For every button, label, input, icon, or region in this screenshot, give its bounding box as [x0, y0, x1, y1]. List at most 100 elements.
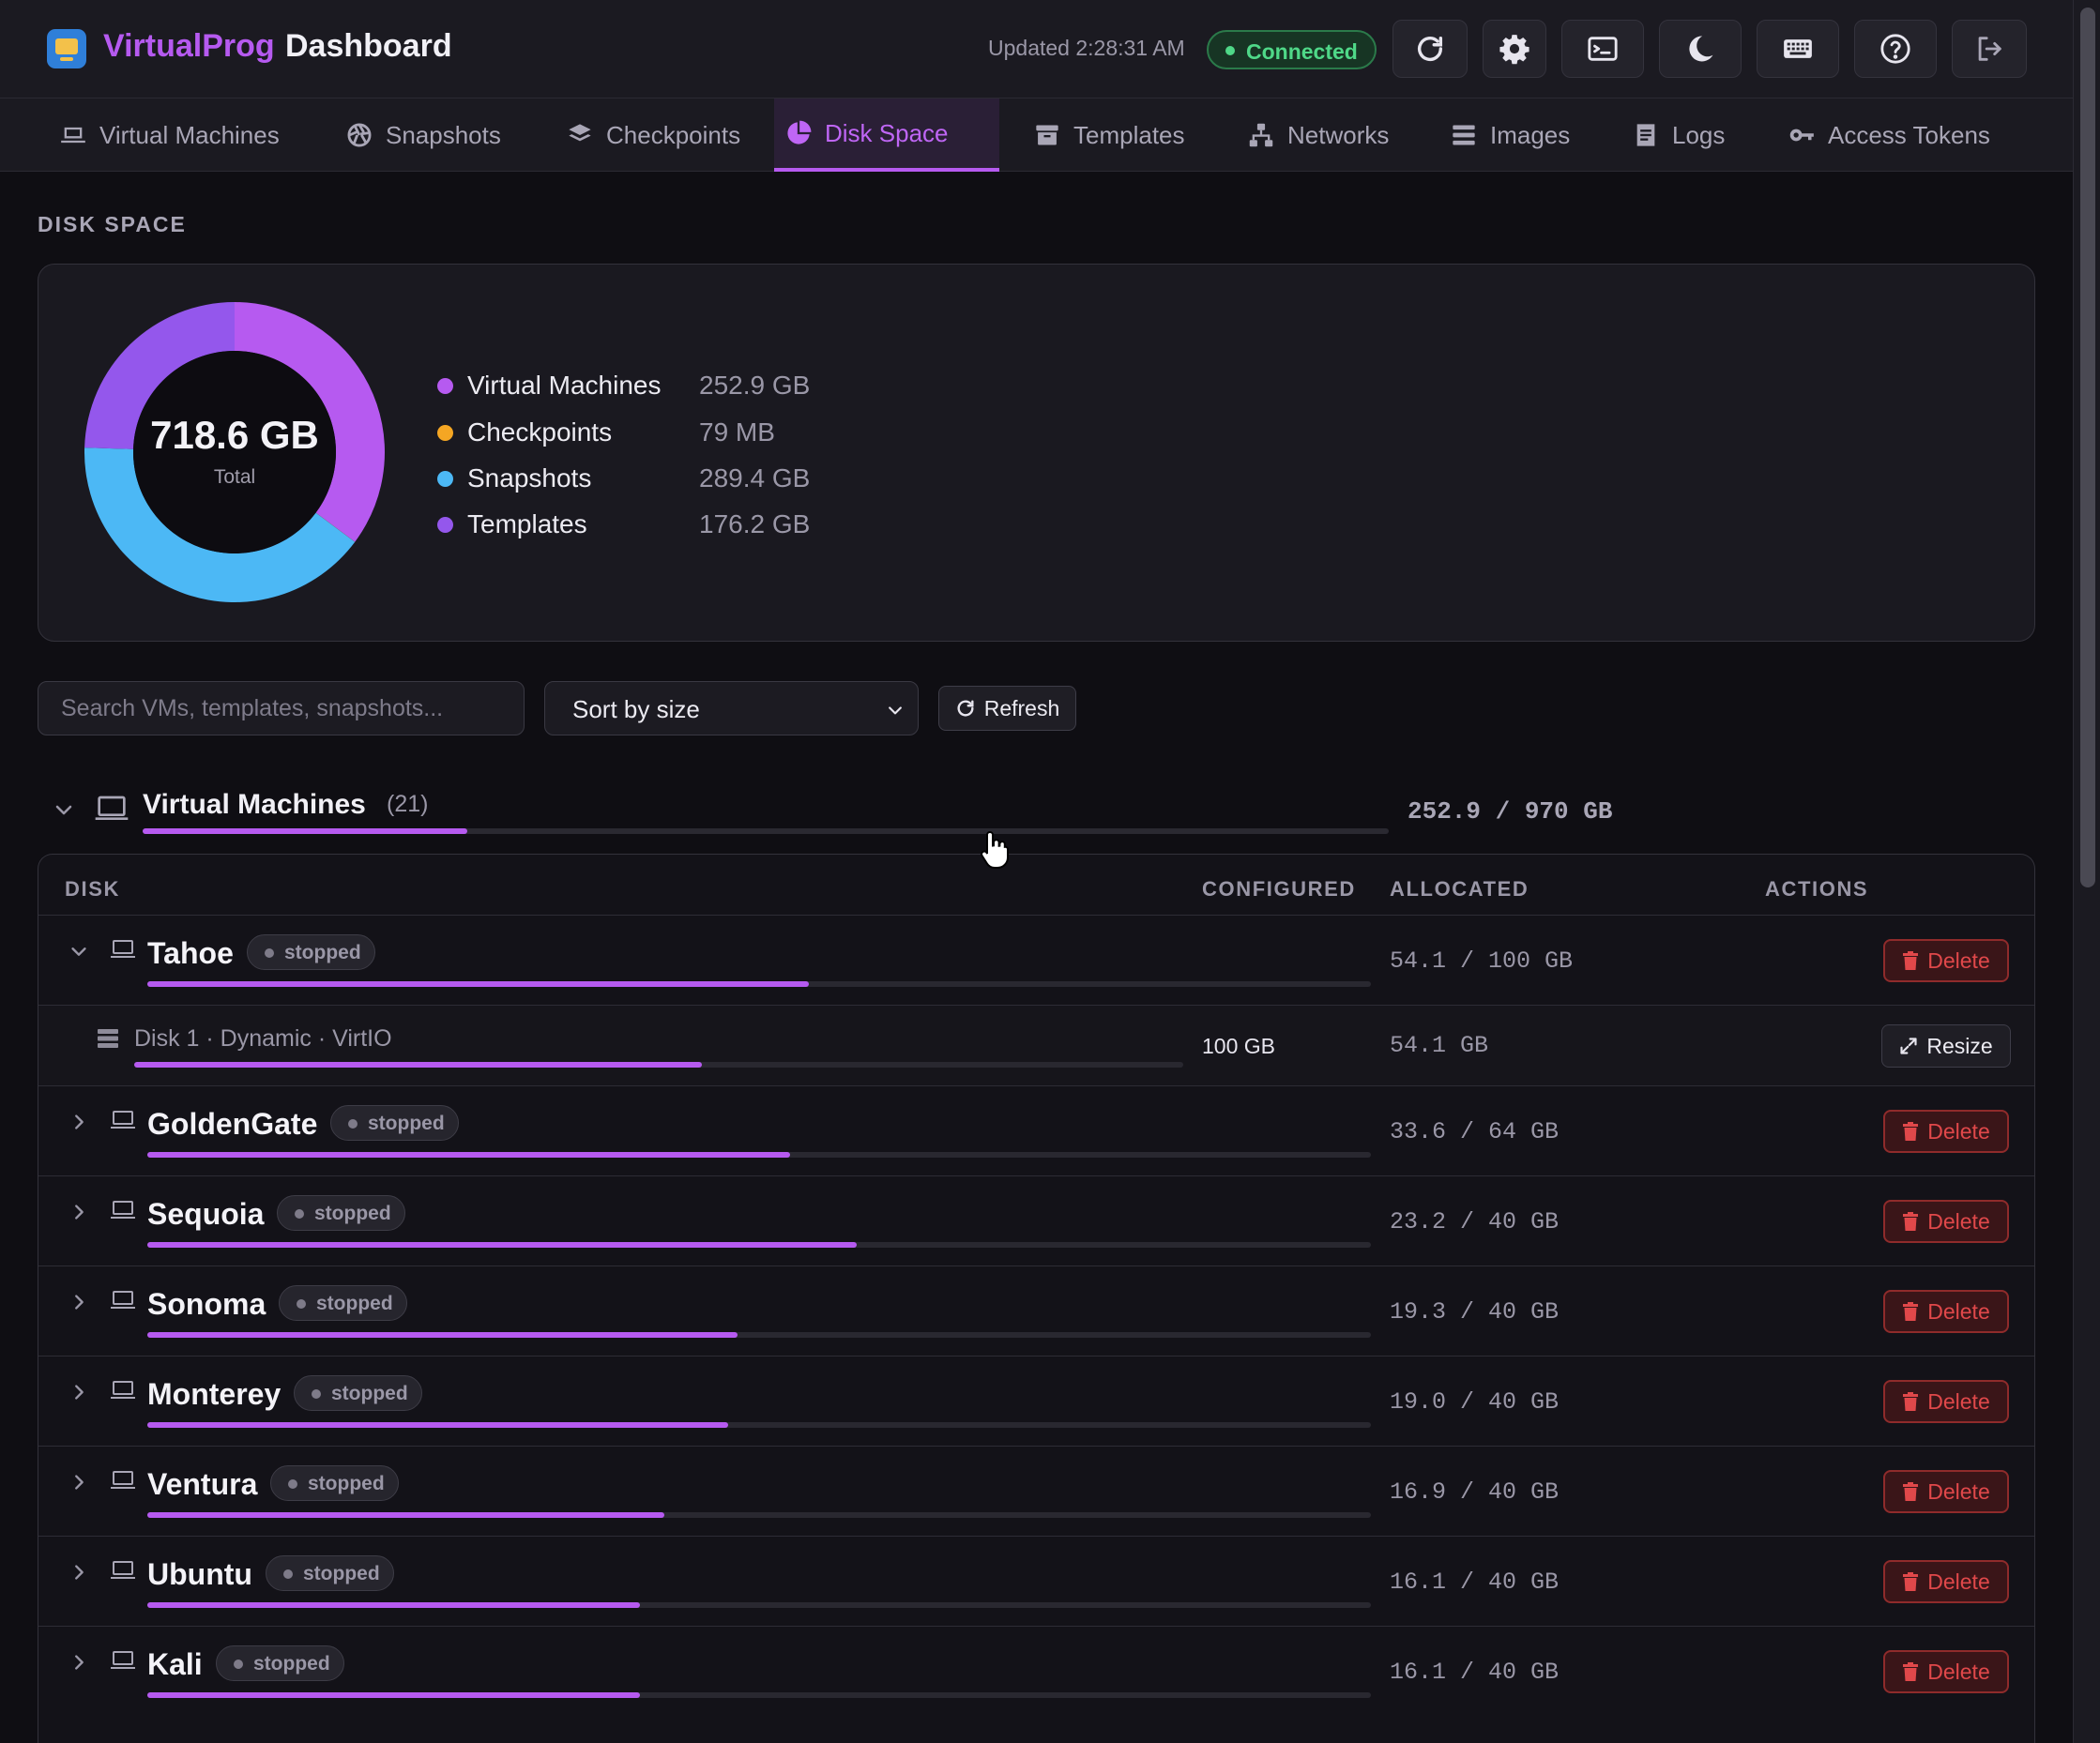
delete-vm-button[interactable]: Delete: [1883, 1200, 2009, 1243]
tab-disk-space[interactable]: Disk Space: [774, 99, 999, 172]
tab-label: Images: [1490, 120, 1571, 149]
vm-allocated-text: 33.6 / 64 GB: [1390, 1118, 1560, 1145]
help-button[interactable]: [1854, 20, 1937, 78]
theme-toggle-button[interactable]: [1659, 20, 1742, 78]
legend-name: Checkpoints: [467, 417, 613, 447]
tab-label: Networks: [1287, 120, 1390, 149]
console-button[interactable]: [1561, 20, 1644, 78]
table-row[interactable]: Sequoia stopped 23.2 / 40 GB Delete: [38, 1175, 2034, 1266]
table-row[interactable]: Monterey stopped 19.0 / 40 GB Delete: [38, 1356, 2034, 1446]
last-updated-text: Updated 2:28:31 AM: [988, 36, 1185, 60]
delete-vm-button[interactable]: Delete: [1883, 1470, 2009, 1513]
tab-checkpoints[interactable]: Checkpoints: [555, 99, 740, 172]
scrollbar-thumb[interactable]: [2080, 8, 2095, 887]
moon-icon: [1689, 36, 1713, 62]
section-title: DISK SPACE: [38, 212, 187, 236]
tab-access-tokens[interactable]: Access Tokens: [1777, 99, 1990, 172]
trash-icon: [1903, 1212, 1919, 1231]
collapse-group-chevron-icon[interactable]: [53, 798, 75, 821]
chevron-right-icon[interactable]: [68, 1112, 89, 1132]
page-scrollbar[interactable]: [2073, 0, 2100, 1743]
refresh-page-button[interactable]: [1392, 20, 1468, 78]
list-icon: [1453, 125, 1475, 145]
laptop-icon: [111, 1201, 135, 1219]
delete-vm-button[interactable]: Delete: [1883, 939, 2009, 982]
table-row[interactable]: Sonoma stopped 19.3 / 40 GB Delete: [38, 1266, 2034, 1356]
chevron-right-icon[interactable]: [68, 1292, 89, 1312]
tab-images[interactable]: Images: [1439, 99, 1570, 172]
delete-vm-button[interactable]: Delete: [1883, 1560, 2009, 1603]
trash-icon: [1903, 1392, 1919, 1411]
disk-usage-donut: [84, 302, 385, 602]
chevron-down-icon[interactable]: [68, 941, 89, 962]
chevron-right-icon[interactable]: [68, 1562, 89, 1583]
group-count: (21): [387, 791, 429, 817]
resize-disk-button[interactable]: Resize: [1881, 1024, 2011, 1068]
laptop-icon: [111, 1111, 135, 1129]
vm-usage-bar-fill: [147, 1422, 728, 1428]
laptop-icon: [111, 1381, 135, 1399]
tab-label: Templates: [1073, 120, 1185, 149]
vm-allocated-text: 19.3 / 40 GB: [1390, 1298, 1560, 1326]
vm-name: GoldenGate: [147, 1107, 318, 1141]
expand-arrows-icon: [1900, 1038, 1917, 1054]
table-row[interactable]: GoldenGate stopped 33.6 / 64 GB Delete: [38, 1085, 2034, 1175]
table-row[interactable]: Tahoe stopped 54.1 / 100 GB Delete: [38, 915, 2034, 1005]
vm-status-label: stopped: [314, 1203, 391, 1224]
vm-name: Kali: [147, 1647, 203, 1681]
refresh-button[interactable]: Refresh: [938, 686, 1076, 731]
laptop-icon: [95, 796, 129, 820]
settings-button[interactable]: [1483, 20, 1546, 78]
status-dot-icon: [234, 1660, 243, 1669]
search-input[interactable]: [38, 681, 525, 735]
delete-vm-button[interactable]: Delete: [1883, 1380, 2009, 1423]
tab-virtual-machines[interactable]: Virtual Machines: [49, 99, 280, 172]
table-row[interactable]: Kali stopped 16.1 / 40 GB Delete: [38, 1626, 2034, 1716]
sort-select[interactable]: Sort by size: [544, 681, 919, 735]
vm-usage-bar: [147, 1512, 1371, 1518]
aperture-icon: [347, 123, 372, 147]
tab-templates[interactable]: Templates: [1023, 99, 1185, 172]
tab-networks[interactable]: Networks: [1237, 99, 1389, 172]
keyboard-icon: [1784, 39, 1812, 58]
chevron-right-icon[interactable]: [68, 1652, 89, 1673]
trash-icon: [1903, 1572, 1919, 1591]
vm-usage-bar: [147, 1242, 1371, 1248]
legend-dot-icon: [437, 471, 453, 487]
keyboard-shortcuts-button[interactable]: [1757, 20, 1839, 78]
vm-usage-bar-fill: [147, 1602, 640, 1608]
donut-hole: [133, 351, 336, 553]
brand-name: VirtualProg: [103, 28, 275, 64]
table-row[interactable]: Ubuntu stopped 16.1 / 40 GB Delete: [38, 1536, 2034, 1626]
logout-icon: [1978, 37, 2001, 61]
refresh-icon: [957, 700, 974, 717]
vm-usage-bar-fill: [147, 1692, 640, 1698]
laptop-icon: [111, 1561, 135, 1579]
trash-icon: [1903, 1302, 1919, 1321]
vm-usage-bar: [147, 1422, 1371, 1428]
connection-status-badge: Connected: [1207, 30, 1377, 69]
hard-drive-icon: [98, 1029, 118, 1048]
vm-status-label: stopped: [303, 1563, 380, 1584]
chevron-right-icon[interactable]: [68, 1472, 89, 1493]
chevron-right-icon[interactable]: [68, 1382, 89, 1402]
chevron-right-icon[interactable]: [68, 1202, 89, 1222]
group-title: Virtual Machines: [143, 789, 366, 820]
vm-disk-table: DISK CONFIGURED ALLOCATED ACTIONS Tahoe s…: [38, 854, 2035, 1743]
delete-vm-button[interactable]: Delete: [1883, 1650, 2009, 1693]
logout-button[interactable]: [1952, 20, 2027, 78]
status-dot-icon: [265, 948, 274, 958]
delete-vm-button[interactable]: Delete: [1883, 1290, 2009, 1333]
trash-icon: [1903, 1122, 1919, 1141]
vm-name: Ventura: [147, 1467, 258, 1501]
table-row[interactable]: Ventura stopped 16.9 / 40 GB Delete: [38, 1446, 2034, 1536]
vm-usage-bar: [147, 1332, 1371, 1338]
vm-usage-bar-fill: [147, 1152, 790, 1158]
total-disk-value: 718.6 GB: [150, 413, 319, 457]
delete-vm-button[interactable]: Delete: [1883, 1110, 2009, 1153]
vm-status-badge: stopped: [279, 1285, 407, 1321]
tab-logs[interactable]: Logs: [1621, 99, 1725, 172]
status-dot-icon: [283, 1569, 293, 1579]
refresh-icon: [1417, 36, 1443, 61]
tab-snapshots[interactable]: Snapshots: [335, 99, 501, 172]
